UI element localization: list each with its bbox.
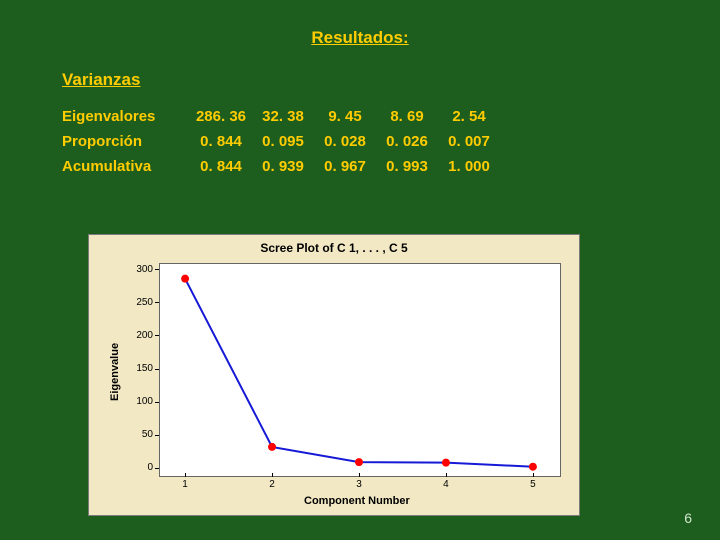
row-label: Eigenvalores [62, 104, 190, 129]
data-point [181, 275, 189, 283]
x-tick: 5 [523, 479, 543, 490]
cell: 0. 844 [190, 154, 252, 179]
cell: 2. 54 [438, 104, 500, 129]
data-point [268, 443, 276, 451]
cell: 0. 844 [190, 129, 252, 154]
x-tick: 3 [349, 479, 369, 490]
cell: 0. 028 [314, 129, 376, 154]
row-label: Acumulativa [62, 154, 190, 179]
cell: 0. 007 [438, 129, 500, 154]
page-title: Resultados: [0, 0, 720, 48]
chart-svg [89, 235, 579, 515]
data-point [355, 458, 363, 466]
x-tick: 4 [436, 479, 456, 490]
cell: 0. 026 [376, 129, 438, 154]
slide-number: 6 [684, 510, 692, 526]
y-tick: 200 [123, 330, 153, 341]
x-tick: 1 [175, 479, 195, 490]
cell: 8. 69 [376, 104, 438, 129]
table-row: Acumulativa 0. 844 0. 939 0. 967 0. 993 … [62, 154, 500, 179]
cell: 0. 993 [376, 154, 438, 179]
cell: 9. 45 [314, 104, 376, 129]
y-axis-label: Eigenvalue [109, 343, 121, 401]
x-tick: 2 [262, 479, 282, 490]
cell: 286. 36 [190, 104, 252, 129]
y-tick: 50 [123, 429, 153, 440]
cell: 0. 095 [252, 129, 314, 154]
y-tick: 150 [123, 363, 153, 374]
table-row: Eigenvalores 286. 36 32. 38 9. 45 8. 69 … [62, 104, 500, 129]
table-row: Proporción 0. 844 0. 095 0. 028 0. 026 0… [62, 129, 500, 154]
y-tick: 100 [123, 396, 153, 407]
data-point [442, 459, 450, 467]
cell: 32. 38 [252, 104, 314, 129]
variance-table: Eigenvalores 286. 36 32. 38 9. 45 8. 69 … [62, 104, 500, 179]
y-tick: 300 [123, 264, 153, 275]
cell: 1. 000 [438, 154, 500, 179]
y-tick: 0 [123, 462, 153, 473]
row-label: Proporción [62, 129, 190, 154]
data-point [529, 463, 537, 471]
scree-plot-chart: Scree Plot of C 1, . . . , C 5 Eigenvalu… [88, 234, 580, 516]
y-tick: 250 [123, 297, 153, 308]
cell: 0. 939 [252, 154, 314, 179]
x-axis-label: Component Number [304, 495, 410, 507]
cell: 0. 967 [314, 154, 376, 179]
section-heading-varianzas: Varianzas [62, 70, 720, 90]
scree-line [185, 279, 533, 467]
